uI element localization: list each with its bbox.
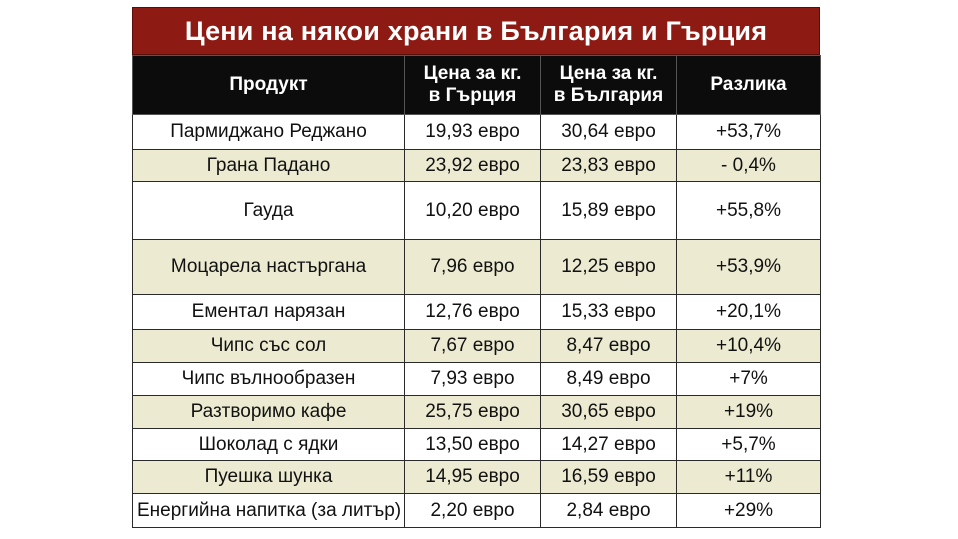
price-comparison-table: Цени на някои храни в България и Гърция …: [132, 7, 821, 528]
cell-difference: +53,7%: [676, 114, 821, 150]
cell-price-greece: 7,96 евро: [404, 239, 541, 295]
cell-price-bulgaria: 30,64 евро: [540, 114, 677, 150]
table-row: Грана Падано 23,92 евро 23,83 евро - 0,4%: [132, 149, 821, 182]
header-price-bulgaria: Цена за кг. в България: [540, 55, 677, 115]
cell-difference: +29%: [676, 493, 821, 528]
cell-difference: +10,4%: [676, 329, 821, 363]
table-row: Пуешка шунка 14,95 евро 16,59 евро +11%: [132, 460, 821, 494]
cell-price-bulgaria: 23,83 евро: [540, 149, 677, 182]
cell-price-bulgaria: 15,89 евро: [540, 181, 677, 240]
cell-price-greece: 7,93 евро: [404, 362, 541, 396]
table-row: Разтворимо кафе 25,75 евро 30,65 евро +19%: [132, 395, 821, 429]
table-title: Цени на някои храни в България и Гърция: [132, 7, 820, 55]
table-row: Пармиджано Реджано 19,93 евро 30,64 евро +5…: [132, 114, 821, 150]
header-price-greece: Цена за кг. в Гърция: [404, 55, 541, 115]
cell-product: Ементал нарязан: [132, 294, 405, 330]
cell-price-greece: 10,20 евро: [404, 181, 541, 240]
cell-price-bulgaria: 14,27 евро: [540, 428, 677, 461]
cell-price-greece: 2,20 евро: [404, 493, 541, 528]
table-row: Чипс със сол 7,67 евро 8,47 евро +10,4%: [132, 329, 821, 363]
cell-price-greece: 19,93 евро: [404, 114, 541, 150]
cell-product: Моцарела настъргана: [132, 239, 405, 295]
header-difference: Разлика: [676, 55, 821, 115]
header-price-bulgaria-line2: в България: [553, 85, 664, 106]
cell-difference: +53,9%: [676, 239, 821, 295]
cell-price-bulgaria: 8,49 евро: [540, 362, 677, 396]
header-difference-label: Разлика: [710, 74, 787, 95]
cell-price-bulgaria: 30,65 евро: [540, 395, 677, 429]
cell-difference: +5,7%: [676, 428, 821, 461]
header-product-label: Продукт: [229, 74, 308, 95]
cell-difference: - 0,4%: [676, 149, 821, 182]
cell-product: Чипс вълнообразен: [132, 362, 405, 396]
cell-product: Пуешка шунка: [132, 460, 405, 494]
table-row: Ементал нарязан 12,76 евро 15,33 евро +20,1…: [132, 294, 821, 330]
cell-price-greece: 23,92 евро: [404, 149, 541, 182]
data-table: Продукт Цена за кг. в Гърция Цена за кг. в…: [132, 55, 821, 528]
cell-price-bulgaria: 2,84 евро: [540, 493, 677, 528]
header-row: Продукт Цена за кг. в Гърция Цена за кг. в…: [132, 55, 821, 115]
header-price-greece-line2: в Гърция: [428, 85, 517, 106]
header-price-greece-line1: Цена за кг.: [423, 63, 522, 84]
table-row: Чипс вълнообразен 7,93 евро 8,49 евро +7%: [132, 362, 821, 396]
cell-price-bulgaria: 12,25 евро: [540, 239, 677, 295]
table-row: Моцарела настъргана 7,96 евро 12,25 евро +5…: [132, 239, 821, 295]
cell-product: Грана Падано: [132, 149, 405, 182]
cell-price-greece: 12,76 евро: [404, 294, 541, 330]
cell-difference: +55,8%: [676, 181, 821, 240]
cell-price-bulgaria: 8,47 евро: [540, 329, 677, 363]
cell-product: Шоколад с ядки: [132, 428, 405, 461]
cell-product: Гауда: [132, 181, 405, 240]
cell-price-greece: 14,95 евро: [404, 460, 541, 494]
cell-difference: +19%: [676, 395, 821, 429]
table-row: Шоколад с ядки 13,50 евро 14,27 евро +5,7%: [132, 428, 821, 461]
cell-price-greece: 25,75 евро: [404, 395, 541, 429]
cell-difference: +11%: [676, 460, 821, 494]
cell-product: Разтворимо кафе: [132, 395, 405, 429]
table-body: Пармиджано Реджано 19,93 евро 30,64 евро +5…: [132, 114, 821, 528]
header-price-bulgaria-line1: Цена за кг.: [559, 63, 658, 84]
header-product: Продукт: [132, 55, 405, 115]
cell-price-greece: 13,50 евро: [404, 428, 541, 461]
cell-price-greece: 7,67 евро: [404, 329, 541, 363]
cell-difference: +20,1%: [676, 294, 821, 330]
cell-product: Енергийна напитка (за литър): [132, 493, 405, 528]
table-row: Гауда 10,20 евро 15,89 евро +55,8%: [132, 181, 821, 240]
cell-product: Чипс със сол: [132, 329, 405, 363]
table-row: Енергийна напитка (за литър) 2,20 евро 2,8…: [132, 493, 821, 528]
cell-product: Пармиджано Реджано: [132, 114, 405, 150]
cell-price-bulgaria: 16,59 евро: [540, 460, 677, 494]
cell-price-bulgaria: 15,33 евро: [540, 294, 677, 330]
cell-difference: +7%: [676, 362, 821, 396]
